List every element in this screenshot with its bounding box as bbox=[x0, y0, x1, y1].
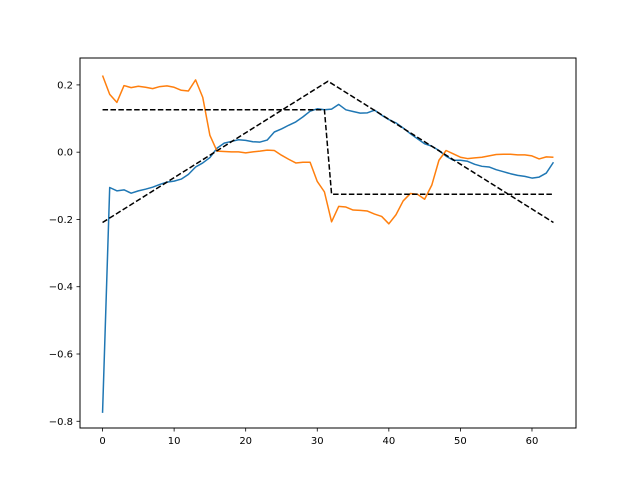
x-tick-label: 50 bbox=[454, 436, 467, 447]
series-line-2 bbox=[101, 75, 554, 225]
x-tick-label: 20 bbox=[239, 436, 252, 447]
series-line-4 bbox=[102, 80, 554, 224]
x-tick-label: 30 bbox=[311, 436, 324, 447]
y-tick-label: 0.0 bbox=[57, 148, 73, 159]
y-tick-label: −0.6 bbox=[49, 350, 73, 361]
x-tick-label: 0 bbox=[99, 436, 105, 447]
y-tick-label: −0.4 bbox=[49, 282, 73, 293]
y-tick-label: 0.2 bbox=[57, 80, 73, 91]
x-axis: 0 10 20 30 40 50 60 bbox=[99, 428, 538, 447]
series-layer bbox=[101, 75, 555, 413]
series-line-3 bbox=[102, 109, 554, 195]
y-axis: −0.8 −0.6 −0.4 −0.2 0.0 0.2 bbox=[49, 80, 80, 428]
x-tick-label: 10 bbox=[168, 436, 181, 447]
x-tick-label: 60 bbox=[526, 436, 539, 447]
y-tick-label: −0.8 bbox=[49, 417, 73, 428]
x-tick-label: 40 bbox=[382, 436, 395, 447]
y-tick-label: −0.2 bbox=[49, 215, 73, 226]
series-line-1 bbox=[101, 103, 555, 413]
plot-frame bbox=[79, 57, 577, 429]
